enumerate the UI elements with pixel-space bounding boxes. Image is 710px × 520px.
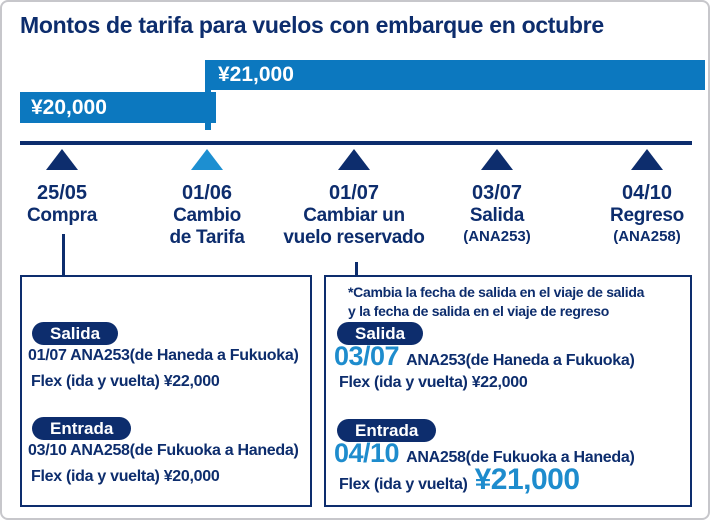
event-label: Cambio [173, 205, 241, 226]
outbound-fare: Flex (ida y vuelta) ¥22,000 [31, 373, 220, 390]
inbound-fare: Flex (ida y vuelta) ¥20,000 [31, 468, 220, 485]
outbound-flight: 01/07 ANA253(de Haneda a Fukuoka) [28, 347, 299, 364]
event-label: de Tarifa [169, 227, 245, 248]
change-note: *Cambia la fecha de salida en el viaje d… [348, 283, 644, 321]
outbound-badge: Salida [32, 322, 119, 345]
event-date: 03/07 [471, 182, 523, 204]
connector-cambiar-vuelo-to-right-box [355, 262, 358, 276]
change-note-line1: *Cambia la fecha de salida en el viaje d… [348, 284, 645, 300]
inbound-new-date: 04/10 [334, 438, 400, 468]
timeline-event-cambiar-vuelo: 01/07 Cambiar un vuelo reservado [259, 182, 449, 249]
timeline-marker-icon-compra [46, 149, 78, 170]
inbound-flight: ANA258(de Fukuoka a Haneda) [406, 449, 635, 466]
timeline-axis [20, 141, 692, 145]
event-label: Regreso [610, 205, 684, 226]
inbound-fare-amount: ¥21,000 [474, 463, 580, 496]
change-note-line2: y la fecha de salida en el viaje de regr… [348, 303, 610, 319]
timeline-marker-icon-cambio-tarifa [191, 149, 223, 170]
outbound-fare: Flex (ida y vuelta) ¥22,000 [339, 374, 528, 391]
timeline-event-regreso: 04/10 Regreso (ANA258) [585, 182, 708, 247]
event-date: 01/07 [328, 182, 380, 204]
timeline-marker-icon-regreso [631, 149, 663, 170]
inbound-fare-label: Flex (ida y vuelta) [339, 476, 468, 493]
inbound-flight-row: 04/10 ANA258(de Fukuoka a Haneda) [334, 438, 635, 469]
connector-compra-to-left-box [62, 234, 65, 275]
page-title: Montos de tarifa para vuelos con embarqu… [20, 12, 604, 38]
event-date: 25/05 [36, 182, 88, 204]
outbound-badge: Salida [337, 322, 424, 345]
fare-bar-high-label: ¥21,000 [218, 63, 294, 86]
timeline-marker-icon-salida [481, 149, 513, 170]
timeline-marker-icon-cambiar-vuelo [338, 149, 370, 170]
fare-bar-low-label: ¥20,000 [31, 95, 107, 119]
timeline-event-compra: 25/05 Compra [12, 182, 112, 227]
event-flight-number: (ANA258) [613, 228, 681, 245]
original-booking-box: Salida 01/07 ANA253(de Haneda a Fukuoka)… [20, 275, 312, 507]
event-label: Salida [469, 205, 525, 226]
outbound-flight: ANA253(de Haneda a Fukuoka) [406, 352, 635, 369]
inbound-flight: 03/10 ANA258(de Fukuoka a Haneda) [28, 442, 299, 459]
event-label: vuelo reservado [283, 227, 425, 248]
changed-booking-box: *Cambia la fecha de salida en el viaje d… [324, 275, 692, 507]
inbound-badge: Entrada [32, 417, 132, 440]
fare-bar-low: ¥20,000 [20, 92, 216, 123]
event-date: 01/06 [181, 182, 233, 204]
event-date: 04/10 [621, 182, 673, 204]
outbound-new-date: 03/07 [334, 341, 400, 371]
inbound-badge: Entrada [337, 419, 437, 442]
outbound-flight-row: 03/07 ANA253(de Haneda a Fukuoka) [334, 341, 635, 372]
event-flight-number: (ANA253) [463, 228, 531, 245]
timeline-event-salida: 03/07 Salida (ANA253) [437, 182, 557, 247]
event-label: Cambiar un [303, 205, 405, 226]
timeline-event-cambio-tarifa: 01/06 Cambio de Tarifa [147, 182, 267, 249]
inbound-fare-row: Flex (ida y vuelta) ¥21,000 [339, 463, 580, 497]
event-label: Compra [27, 205, 97, 226]
fare-bar-high: ¥21,000 [205, 60, 705, 90]
